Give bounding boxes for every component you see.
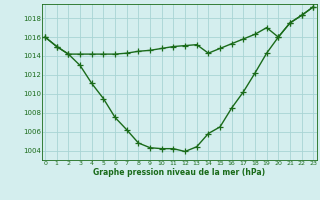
X-axis label: Graphe pression niveau de la mer (hPa): Graphe pression niveau de la mer (hPa) <box>93 168 265 177</box>
